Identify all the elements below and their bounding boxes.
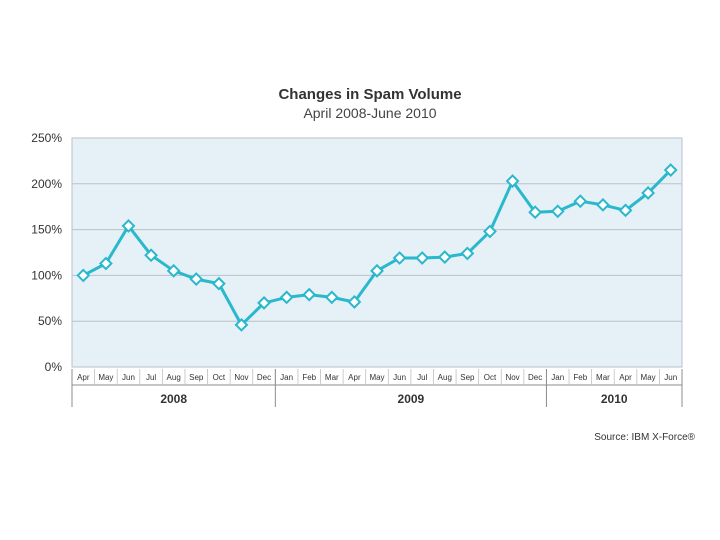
chart-subtitle: April 2008-June 2010 — [303, 105, 436, 121]
x-tick-label: Dec — [257, 373, 271, 382]
data-point-marker — [76, 268, 91, 283]
x-tick-label: May — [369, 373, 384, 382]
data-point-marker — [347, 295, 362, 309]
year-axis: 2008 2009 2010 — [71, 369, 683, 407]
data-point-marker — [550, 204, 565, 219]
data-point-marker — [324, 290, 339, 305]
data-point-marker — [166, 263, 181, 278]
data-point-marker — [257, 295, 271, 310]
data-point-marker — [144, 248, 158, 263]
x-tick-label: Oct — [213, 373, 226, 382]
data-point-marker — [437, 250, 452, 264]
data-point-marker — [505, 174, 520, 188]
data-point-marker — [121, 219, 136, 233]
chart-title: Changes in Spam Volume — [278, 86, 461, 103]
year-label-2009: 2009 — [398, 392, 425, 406]
plot-frame — [71, 137, 683, 368]
x-tick-label: Feb — [573, 373, 587, 382]
x-tick-label: Apr — [77, 373, 90, 382]
x-tick-label: Jun — [122, 373, 135, 382]
x-tick-label: Nov — [505, 373, 519, 382]
y-tick-label: 50% — [38, 314, 62, 328]
x-tick-label: Apr — [348, 373, 361, 382]
year-label-2008: 2008 — [160, 392, 187, 406]
x-tick-label: Jul — [146, 373, 156, 382]
data-point-marker — [460, 246, 475, 261]
data-point-marker — [211, 276, 226, 291]
x-tick-label: Jul — [417, 373, 427, 382]
x-tick-label: Jan — [280, 373, 293, 382]
source-note: Source: IBM X-Force® — [594, 432, 695, 443]
x-tick-label: Aug — [167, 373, 181, 382]
x-tick-label: Apr — [619, 373, 632, 382]
x-tick-label: Jun — [393, 373, 406, 382]
y-tick-label: 100% — [31, 268, 62, 282]
data-point-marker — [415, 251, 430, 265]
data-point-marker — [618, 203, 633, 218]
x-tick-label: Mar — [596, 373, 610, 382]
x-tick-label: May — [98, 373, 113, 382]
x-tick-label: Sep — [460, 373, 475, 382]
x-tick-label: Sep — [189, 373, 204, 382]
x-tick-label: Nov — [234, 373, 248, 382]
data-point-marker — [392, 251, 407, 265]
y-tick-label: 0% — [45, 360, 63, 374]
x-axis-ticks: Apr May Jun Jul Aug Sep Oct Nov Dec Jan Feb Mar Apr M… — [71, 369, 683, 386]
data-point-marker — [234, 317, 249, 332]
y-tick-label: 150% — [31, 223, 62, 237]
x-tick-label: Oct — [484, 373, 497, 382]
y-tick-label: 250% — [31, 131, 62, 145]
x-tick-label: Aug — [438, 373, 452, 382]
x-tick-label: Mar — [325, 373, 339, 382]
series-spam-volume — [76, 163, 678, 332]
y-axis-ticks: 0% 50% 100% 150% 200% 250% — [31, 131, 62, 374]
data-point-marker — [573, 194, 588, 209]
x-tick-label: Dec — [528, 373, 542, 382]
plot-area — [72, 138, 682, 367]
y-tick-label: 200% — [31, 177, 62, 191]
x-tick-label: May — [641, 373, 656, 382]
x-tick-label: Jan — [551, 373, 564, 382]
data-point-marker — [98, 256, 113, 271]
data-point-marker — [663, 163, 678, 177]
data-point-marker — [483, 224, 497, 239]
data-point-marker — [370, 263, 384, 278]
data-point-marker — [189, 272, 204, 286]
year-label-2010: 2010 — [601, 392, 628, 406]
data-point-marker — [596, 197, 610, 212]
data-point-marker — [641, 186, 656, 200]
x-tick-label: Feb — [302, 373, 316, 382]
data-point-marker — [528, 205, 543, 220]
x-tick-label: Jun — [664, 373, 677, 382]
data-point-marker — [279, 290, 294, 305]
data-point-marker — [302, 287, 317, 302]
